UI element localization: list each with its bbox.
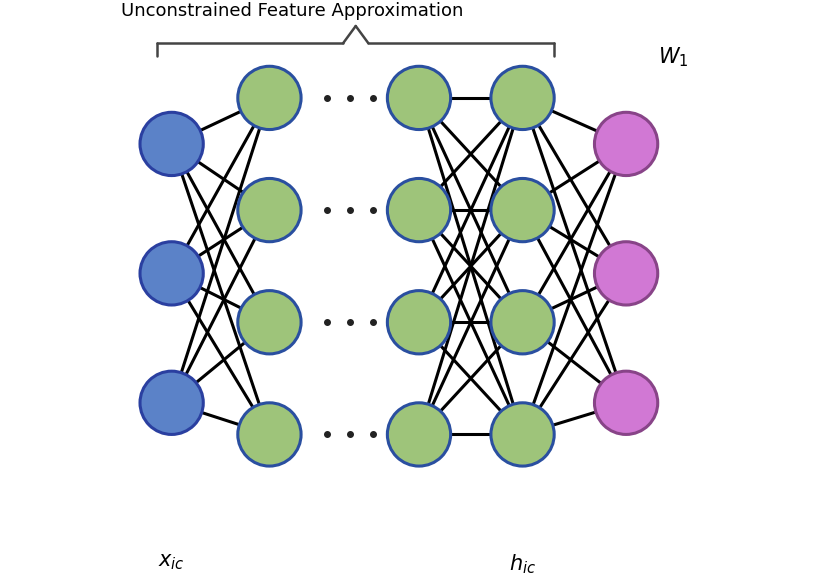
Circle shape — [491, 178, 554, 242]
Circle shape — [491, 291, 554, 354]
Circle shape — [387, 66, 451, 130]
Text: $W_1$: $W_1$ — [658, 46, 688, 69]
Circle shape — [387, 291, 451, 354]
Circle shape — [594, 371, 658, 434]
Circle shape — [238, 403, 301, 466]
Circle shape — [387, 178, 451, 242]
Circle shape — [594, 112, 658, 176]
Text: Unconstrained Feature Approximation: Unconstrained Feature Approximation — [121, 2, 464, 20]
Circle shape — [387, 403, 451, 466]
Circle shape — [140, 242, 203, 305]
Text: $x_{ic}$: $x_{ic}$ — [158, 552, 185, 572]
Text: $h_{ic}$: $h_{ic}$ — [509, 552, 536, 576]
Circle shape — [238, 66, 301, 130]
Circle shape — [238, 291, 301, 354]
Circle shape — [140, 371, 203, 434]
Circle shape — [491, 66, 554, 130]
Circle shape — [238, 178, 301, 242]
Circle shape — [594, 242, 658, 305]
Circle shape — [140, 112, 203, 176]
Circle shape — [491, 403, 554, 466]
